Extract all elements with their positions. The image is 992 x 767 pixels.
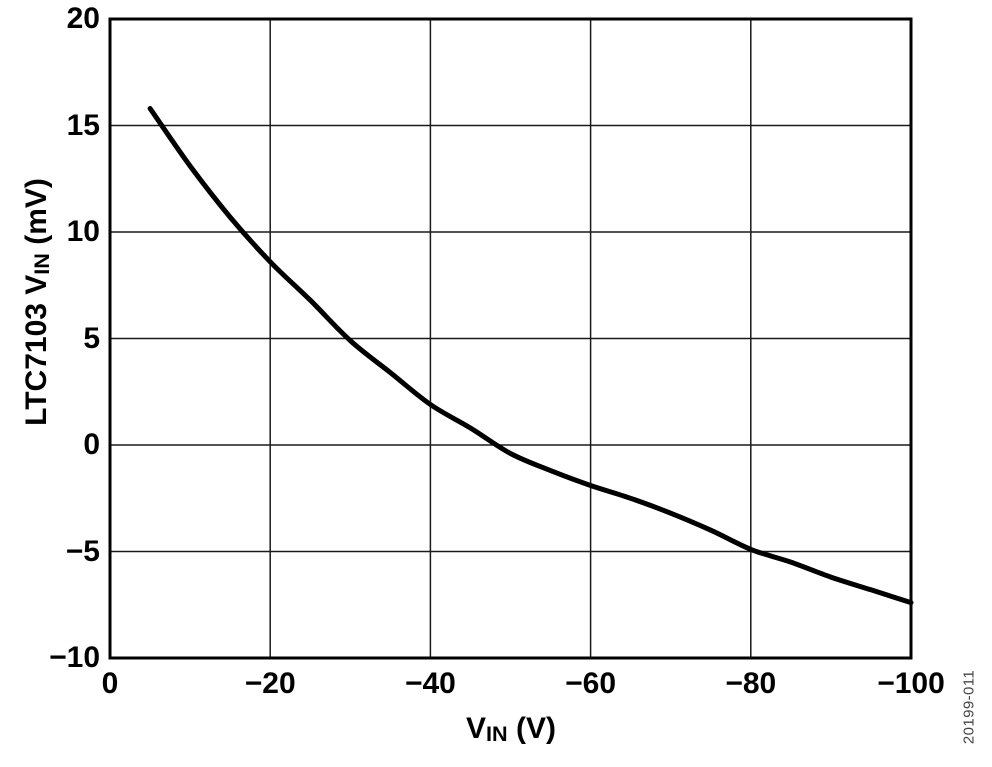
y-tick-label: 15 — [66, 108, 100, 142]
x-tick-label: 0 — [101, 667, 119, 700]
x-tick-label: −100 — [877, 667, 945, 700]
y-tick-label: 0 — [83, 428, 100, 461]
x-axis-title-unit: (V) — [507, 712, 556, 745]
x-tick-label: −60 — [565, 667, 617, 700]
x-axis-title-text: V — [466, 712, 487, 745]
y-axis-title-subscript: IN — [29, 253, 55, 275]
y-tick-label: 20 — [66, 2, 100, 35]
plot-frame — [108, 17, 913, 660]
x-axis-title-subscript: IN — [486, 721, 508, 747]
y-tick-label: 10 — [66, 215, 100, 248]
x-tick-label: −20 — [244, 667, 296, 700]
x-tick-label: −80 — [725, 667, 777, 700]
x-tick-label: −40 — [404, 667, 456, 700]
y-axis-title-text: LTC7103 V — [20, 274, 53, 426]
figure-id-label: 20199-011 — [960, 669, 978, 745]
y-tick-label: −5 — [65, 534, 100, 568]
y-tick-label: −10 — [49, 641, 100, 674]
x-axis-title: VIN (V) — [466, 712, 556, 747]
y-tick-label: 5 — [83, 321, 100, 355]
y-axis-title-unit: (mV) — [20, 178, 53, 254]
y-axis-title: LTC7103 VIN (mV) — [20, 178, 55, 426]
data-curve — [147, 106, 914, 606]
